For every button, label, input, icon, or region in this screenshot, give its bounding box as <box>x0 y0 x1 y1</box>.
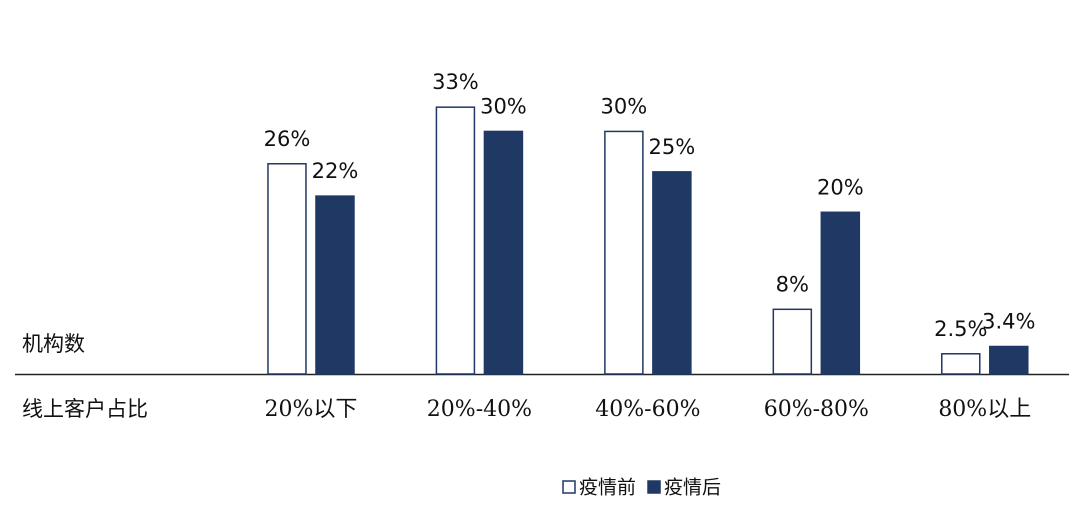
bar <box>435 106 476 375</box>
x-label: 线上客户占比 <box>22 397 148 421</box>
y-label: 机构数 <box>22 332 85 356</box>
value-label: 26% <box>264 127 311 151</box>
x-tick-label: 40%-60% <box>595 397 700 422</box>
bar <box>772 308 813 375</box>
bar <box>267 163 307 375</box>
value-label: 3.4% <box>982 310 1035 334</box>
x-tick-label: 60%-80% <box>764 397 869 422</box>
x-tick-label: 20%-40% <box>427 397 532 422</box>
bar <box>652 171 692 375</box>
bar <box>483 130 524 375</box>
value-label: 2.5% <box>934 317 987 341</box>
value-label: 33% <box>432 70 479 94</box>
value-label: 30% <box>601 94 648 118</box>
bar <box>315 195 355 375</box>
value-label: 25% <box>649 135 696 159</box>
x-tick-label: 20%以下 <box>265 397 358 422</box>
value-label: 8% <box>776 272 809 296</box>
value-label: 22% <box>312 159 359 183</box>
x-tick-label: 80%以上 <box>938 397 1031 422</box>
bar <box>989 345 1029 375</box>
bar <box>604 130 644 375</box>
legend-label: 疫情后 <box>664 477 721 499</box>
bar <box>820 211 861 375</box>
value-label: 30% <box>480 94 527 118</box>
bar <box>941 353 981 375</box>
legend-label: 疫情前 <box>579 477 636 499</box>
legend-swatch <box>647 480 661 494</box>
value-label: 20% <box>817 175 864 199</box>
legend-swatch <box>562 480 576 494</box>
